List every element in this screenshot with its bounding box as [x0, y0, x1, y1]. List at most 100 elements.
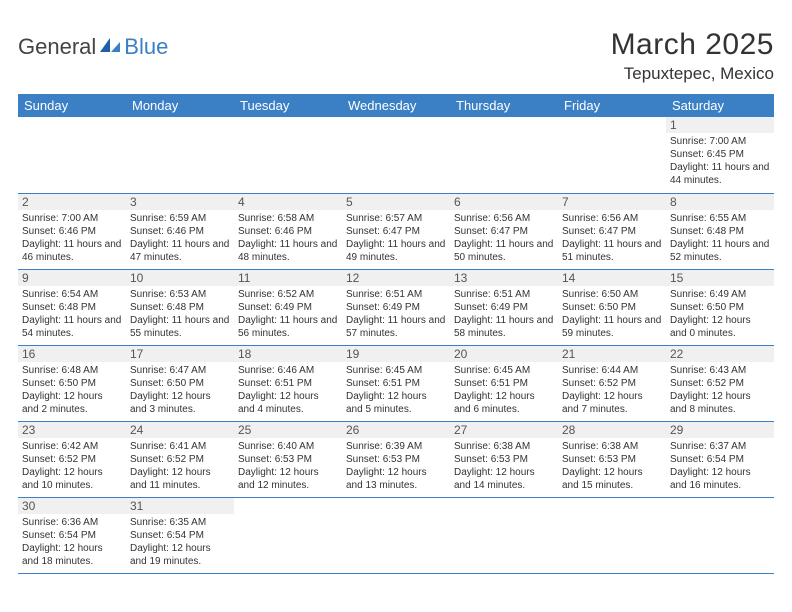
day-cell: 26Sunrise: 6:39 AMSunset: 6:53 PMDayligh…	[342, 421, 450, 497]
day-number: 13	[450, 270, 558, 286]
day-cell: 14Sunrise: 6:50 AMSunset: 6:50 PMDayligh…	[558, 269, 666, 345]
day-cell: 21Sunrise: 6:44 AMSunset: 6:52 PMDayligh…	[558, 345, 666, 421]
sunrise-line: Sunrise: 6:36 AM	[22, 516, 122, 529]
sunset-line: Sunset: 6:50 PM	[22, 377, 122, 390]
day-number	[558, 498, 666, 514]
calendar-row: 30Sunrise: 6:36 AMSunset: 6:54 PMDayligh…	[18, 497, 774, 573]
sunset-line: Sunset: 6:48 PM	[22, 301, 122, 314]
day-info: Sunrise: 6:56 AMSunset: 6:47 PMDaylight:…	[454, 212, 554, 264]
day-cell: 15 Sunrise: 6:49 AMSunset: 6:50 PMDayligh…	[666, 269, 774, 345]
sunrise-line: Sunrise: 6:56 AM	[454, 212, 554, 225]
empty-cell	[666, 497, 774, 573]
day-cell: 10Sunrise: 6:53 AMSunset: 6:48 PMDayligh…	[126, 269, 234, 345]
daylight-line: Daylight: 11 hours and 57 minutes.	[346, 314, 446, 340]
sunrise-line: Sunrise: 6:42 AM	[22, 440, 122, 453]
daylight-line: Daylight: 12 hours and 3 minutes.	[130, 390, 230, 416]
day-number	[234, 117, 342, 133]
day-info: Sunrise: 6:57 AMSunset: 6:47 PMDaylight:…	[346, 212, 446, 264]
sunset-line: Sunset: 6:53 PM	[346, 453, 446, 466]
day-cell: 17Sunrise: 6:47 AMSunset: 6:50 PMDayligh…	[126, 345, 234, 421]
header: GeneralBlue March 2025 Tepuxtepec, Mexic…	[18, 28, 774, 84]
day-cell: 13Sunrise: 6:51 AMSunset: 6:49 PMDayligh…	[450, 269, 558, 345]
sail-icon	[98, 34, 122, 60]
day-number: 27	[450, 422, 558, 438]
sunset-line: Sunset: 6:46 PM	[22, 225, 122, 238]
day-number: 20	[450, 346, 558, 362]
sunrise-line: Sunrise: 6:50 AM	[562, 288, 662, 301]
day-number: 6	[450, 194, 558, 210]
day-cell: 12Sunrise: 6:51 AMSunset: 6:49 PMDayligh…	[342, 269, 450, 345]
day-number: 31	[126, 498, 234, 514]
daylight-line: Daylight: 12 hours and 10 minutes.	[22, 466, 122, 492]
day-number: 23	[18, 422, 126, 438]
sunrise-line: Sunrise: 6:48 AM	[22, 364, 122, 377]
calendar-row: 1Sunrise: 7:00 AMSunset: 6:45 PMDaylight…	[18, 117, 774, 193]
day-info: Sunrise: 6:35 AMSunset: 6:54 PMDaylight:…	[130, 516, 230, 568]
calendar-row: 16Sunrise: 6:48 AMSunset: 6:50 PMDayligh…	[18, 345, 774, 421]
empty-cell	[450, 117, 558, 193]
sunset-line: Sunset: 6:53 PM	[238, 453, 338, 466]
day-info: Sunrise: 7:00 AMSunset: 6:46 PMDaylight:…	[22, 212, 122, 264]
day-number: 14	[558, 270, 666, 286]
sunset-line: Sunset: 6:49 PM	[346, 301, 446, 314]
day-info: Sunrise: 6:43 AMSunset: 6:52 PMDaylight:…	[670, 364, 770, 416]
day-number	[666, 498, 774, 514]
day-cell: 19Sunrise: 6:45 AMSunset: 6:51 PMDayligh…	[342, 345, 450, 421]
day-cell: 2Sunrise: 7:00 AMSunset: 6:46 PMDaylight…	[18, 193, 126, 269]
sunset-line: Sunset: 6:52 PM	[22, 453, 122, 466]
day-info: Sunrise: 6:49 AMSunset: 6:50 PMDaylight:…	[670, 288, 770, 340]
calendar-page: GeneralBlue March 2025 Tepuxtepec, Mexic…	[0, 0, 792, 584]
sunrise-line: Sunrise: 6:41 AM	[130, 440, 230, 453]
day-number: 15	[666, 270, 774, 286]
day-number: 5	[342, 194, 450, 210]
daylight-line: Daylight: 11 hours and 51 minutes.	[562, 238, 662, 264]
daylight-line: Daylight: 12 hours and 0 minutes.	[670, 314, 770, 340]
sunrise-line: Sunrise: 6:40 AM	[238, 440, 338, 453]
empty-cell	[558, 497, 666, 573]
day-number: 19	[342, 346, 450, 362]
day-number: 30	[18, 498, 126, 514]
day-info: Sunrise: 6:55 AMSunset: 6:48 PMDaylight:…	[670, 212, 770, 264]
month-title: March 2025	[611, 28, 774, 62]
day-cell: 3Sunrise: 6:59 AMSunset: 6:46 PMDaylight…	[126, 193, 234, 269]
calendar-table: SundayMondayTuesdayWednesdayThursdayFrid…	[18, 94, 774, 574]
weekday-header: Friday	[558, 94, 666, 117]
empty-cell	[342, 117, 450, 193]
daylight-line: Daylight: 11 hours and 46 minutes.	[22, 238, 122, 264]
weekday-header: Thursday	[450, 94, 558, 117]
weekday-header: Saturday	[666, 94, 774, 117]
daylight-line: Daylight: 11 hours and 48 minutes.	[238, 238, 338, 264]
sunrise-line: Sunrise: 6:43 AM	[670, 364, 770, 377]
sunrise-line: Sunrise: 6:49 AM	[670, 288, 770, 301]
day-info: Sunrise: 6:56 AMSunset: 6:47 PMDaylight:…	[562, 212, 662, 264]
calendar-row: 2Sunrise: 7:00 AMSunset: 6:46 PMDaylight…	[18, 193, 774, 269]
day-cell: 8Sunrise: 6:55 AMSunset: 6:48 PMDaylight…	[666, 193, 774, 269]
sunrise-line: Sunrise: 6:58 AM	[238, 212, 338, 225]
brand-logo: GeneralBlue	[18, 34, 168, 60]
empty-cell	[342, 497, 450, 573]
sunset-line: Sunset: 6:54 PM	[22, 529, 122, 542]
daylight-line: Daylight: 11 hours and 44 minutes.	[670, 161, 770, 187]
sunrise-line: Sunrise: 6:38 AM	[562, 440, 662, 453]
day-number	[450, 498, 558, 514]
day-cell: 5 Sunrise: 6:57 AMSunset: 6:47 PMDaylight…	[342, 193, 450, 269]
empty-cell	[234, 117, 342, 193]
empty-cell	[234, 497, 342, 573]
day-cell: 24Sunrise: 6:41 AMSunset: 6:52 PMDayligh…	[126, 421, 234, 497]
day-info: Sunrise: 7:00 AMSunset: 6:45 PMDaylight:…	[670, 135, 770, 187]
day-info: Sunrise: 6:59 AMSunset: 6:46 PMDaylight:…	[130, 212, 230, 264]
calendar-head: SundayMondayTuesdayWednesdayThursdayFrid…	[18, 94, 774, 117]
day-number: 12	[342, 270, 450, 286]
day-cell: 29Sunrise: 6:37 AMSunset: 6:54 PMDayligh…	[666, 421, 774, 497]
day-info: Sunrise: 6:42 AMSunset: 6:52 PMDaylight:…	[22, 440, 122, 492]
day-cell: 25Sunrise: 6:40 AMSunset: 6:53 PMDayligh…	[234, 421, 342, 497]
daylight-line: Daylight: 11 hours and 50 minutes.	[454, 238, 554, 264]
empty-cell	[126, 117, 234, 193]
sunset-line: Sunset: 6:54 PM	[130, 529, 230, 542]
sunset-line: Sunset: 6:51 PM	[238, 377, 338, 390]
sunrise-line: Sunrise: 6:53 AM	[130, 288, 230, 301]
sunrise-line: Sunrise: 6:52 AM	[238, 288, 338, 301]
day-info: Sunrise: 6:45 AMSunset: 6:51 PMDaylight:…	[454, 364, 554, 416]
sunrise-line: Sunrise: 7:00 AM	[22, 212, 122, 225]
day-info: Sunrise: 6:46 AMSunset: 6:51 PMDaylight:…	[238, 364, 338, 416]
